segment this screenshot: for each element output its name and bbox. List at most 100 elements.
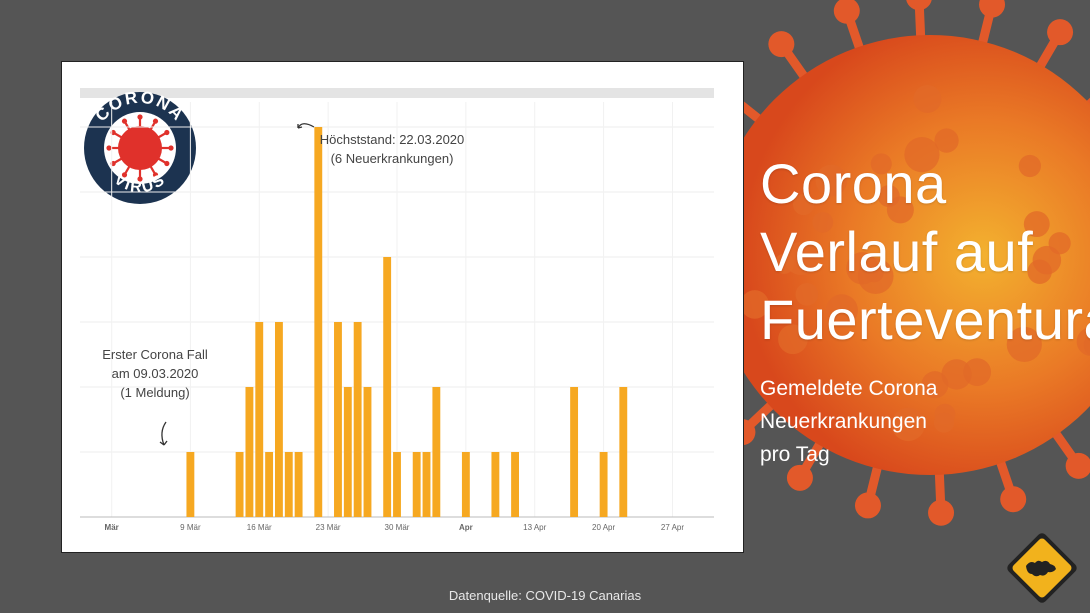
title-line-1: Corona bbox=[760, 152, 947, 215]
virus-dot bbox=[941, 359, 972, 390]
bar bbox=[284, 452, 293, 517]
virus-spike-tip bbox=[854, 492, 881, 519]
first-case-annotation: Erster Corona Fall am 09.03.2020 (1 Meld… bbox=[102, 347, 208, 446]
virus-dot bbox=[891, 407, 925, 442]
bar bbox=[383, 257, 392, 517]
virus-dot bbox=[1018, 154, 1041, 178]
virus-dot bbox=[778, 324, 808, 355]
subtitle-line-2: Neuerkrankungen bbox=[760, 410, 927, 433]
corona-virus-logo-icon: CORONA VIRUS bbox=[84, 88, 196, 204]
logo-spike bbox=[149, 121, 156, 132]
bar bbox=[186, 452, 195, 517]
subtitle-line-1: Gemeldete Corona bbox=[760, 377, 938, 400]
virus-dot bbox=[1083, 334, 1090, 356]
bar bbox=[570, 387, 579, 517]
virus-dot bbox=[812, 211, 834, 233]
chart-header-bar bbox=[80, 88, 714, 98]
virus-spike-tip bbox=[768, 31, 795, 58]
virus-spike-tip bbox=[979, 0, 1006, 18]
virus-spike-tip bbox=[1047, 19, 1074, 46]
logo-spike bbox=[149, 164, 156, 175]
bar bbox=[343, 387, 352, 517]
bar bbox=[235, 452, 244, 517]
logo-spike-tip bbox=[152, 172, 159, 178]
peak-arrow-head bbox=[297, 124, 303, 129]
virus-dot bbox=[784, 241, 818, 275]
virus-spike-tip bbox=[786, 464, 813, 491]
title-line-3: Fuerteventura bbox=[760, 288, 1090, 351]
bar bbox=[412, 452, 421, 517]
peak-annotation: Höchststand: 22.03.2020 (6 Neuerkrankung… bbox=[297, 123, 465, 166]
virus-spike-tip bbox=[1065, 452, 1090, 479]
x-tick-label: 27 Apr bbox=[661, 523, 684, 532]
virus-dot bbox=[825, 294, 858, 327]
virus-spike-tip bbox=[833, 0, 860, 24]
bar bbox=[422, 452, 431, 517]
first-arrow-head bbox=[159, 440, 168, 446]
x-tick-label: 9 Mär bbox=[180, 523, 201, 532]
peak-annotation-line-2: (6 Neuerkrankungen) bbox=[331, 151, 454, 166]
x-tick-label: 13 Apr bbox=[523, 523, 546, 532]
logo-spike bbox=[113, 132, 124, 139]
virus-dot bbox=[933, 412, 955, 433]
virus-dot bbox=[792, 193, 815, 216]
title-line-2: Verlauf auf bbox=[760, 220, 1034, 283]
bar bbox=[393, 452, 401, 517]
logo-spike-tip bbox=[168, 145, 174, 151]
logo-spike-tip bbox=[106, 145, 112, 151]
virus-dot bbox=[815, 164, 848, 197]
logo-spike-tip bbox=[152, 118, 159, 124]
bar bbox=[432, 387, 441, 517]
bar-chart: CORONA VIRUS Mär 9 Mär 16 Mär 23 Mär 30 Mär A… bbox=[80, 88, 714, 532]
virus-dot bbox=[904, 137, 940, 173]
x-tick-label: Apr bbox=[459, 523, 473, 532]
virus-dot bbox=[1032, 245, 1062, 275]
first-annotation-line-3: (1 Meldung) bbox=[120, 385, 189, 400]
peak-arrow bbox=[297, 123, 315, 129]
virus-dot bbox=[846, 252, 879, 285]
virus-dot bbox=[740, 290, 769, 319]
virus-dot bbox=[921, 371, 949, 399]
subtitle-block: Gemeldete Corona Neuerkrankungen pro Tag bbox=[760, 372, 937, 471]
logo-spike-tip bbox=[164, 160, 170, 167]
bar bbox=[334, 322, 342, 517]
logo-spike bbox=[124, 164, 131, 175]
logo-spike-tip bbox=[164, 129, 170, 136]
virus-spike-tip bbox=[1000, 486, 1027, 513]
bar bbox=[275, 322, 283, 517]
virus-dot bbox=[1023, 211, 1050, 238]
logo-spike-tip bbox=[121, 118, 128, 124]
virus-dot bbox=[870, 153, 892, 175]
first-annotation-line-1: Erster Corona Fall bbox=[102, 347, 208, 362]
x-tick-label: Mär bbox=[105, 523, 119, 532]
first-arrow bbox=[161, 421, 167, 446]
virus-dot bbox=[877, 185, 900, 208]
logo-spike bbox=[156, 157, 167, 164]
virus-dot bbox=[934, 128, 959, 153]
virus-dot bbox=[1006, 326, 1042, 363]
bar bbox=[599, 452, 608, 517]
virus-dot bbox=[913, 84, 942, 113]
bar bbox=[363, 387, 372, 517]
virus-dot bbox=[795, 282, 819, 306]
virus-spike-tip bbox=[928, 499, 955, 526]
virus-body bbox=[710, 35, 1090, 475]
bar bbox=[619, 387, 628, 517]
bar bbox=[461, 452, 470, 517]
bar bbox=[255, 322, 264, 517]
x-tick-label: 16 Mär bbox=[247, 523, 272, 532]
logo-spike bbox=[124, 121, 131, 132]
data-source-text: Datenquelle: COVID-19 Canarias bbox=[448, 588, 642, 603]
title-block: Corona Verlauf auf Fuerteventura bbox=[760, 150, 1090, 354]
map-warning-badge-icon bbox=[1007, 533, 1077, 603]
x-tick-label: 30 Mär bbox=[385, 523, 410, 532]
bar bbox=[491, 452, 500, 517]
logo-spike-tip bbox=[121, 172, 128, 178]
chart-card: CORONA VIRUS Mär 9 Mär 16 Mär 23 Mär 30 Mär A… bbox=[61, 61, 744, 553]
peak-annotation-line-1: Höchststand: 22.03.2020 bbox=[320, 132, 465, 147]
logo-spike bbox=[113, 157, 124, 164]
virus-spike-tip bbox=[906, 0, 932, 11]
x-tick-label: 20 Apr bbox=[592, 523, 615, 532]
logo-spike-tip bbox=[137, 114, 143, 120]
bar bbox=[265, 452, 274, 517]
